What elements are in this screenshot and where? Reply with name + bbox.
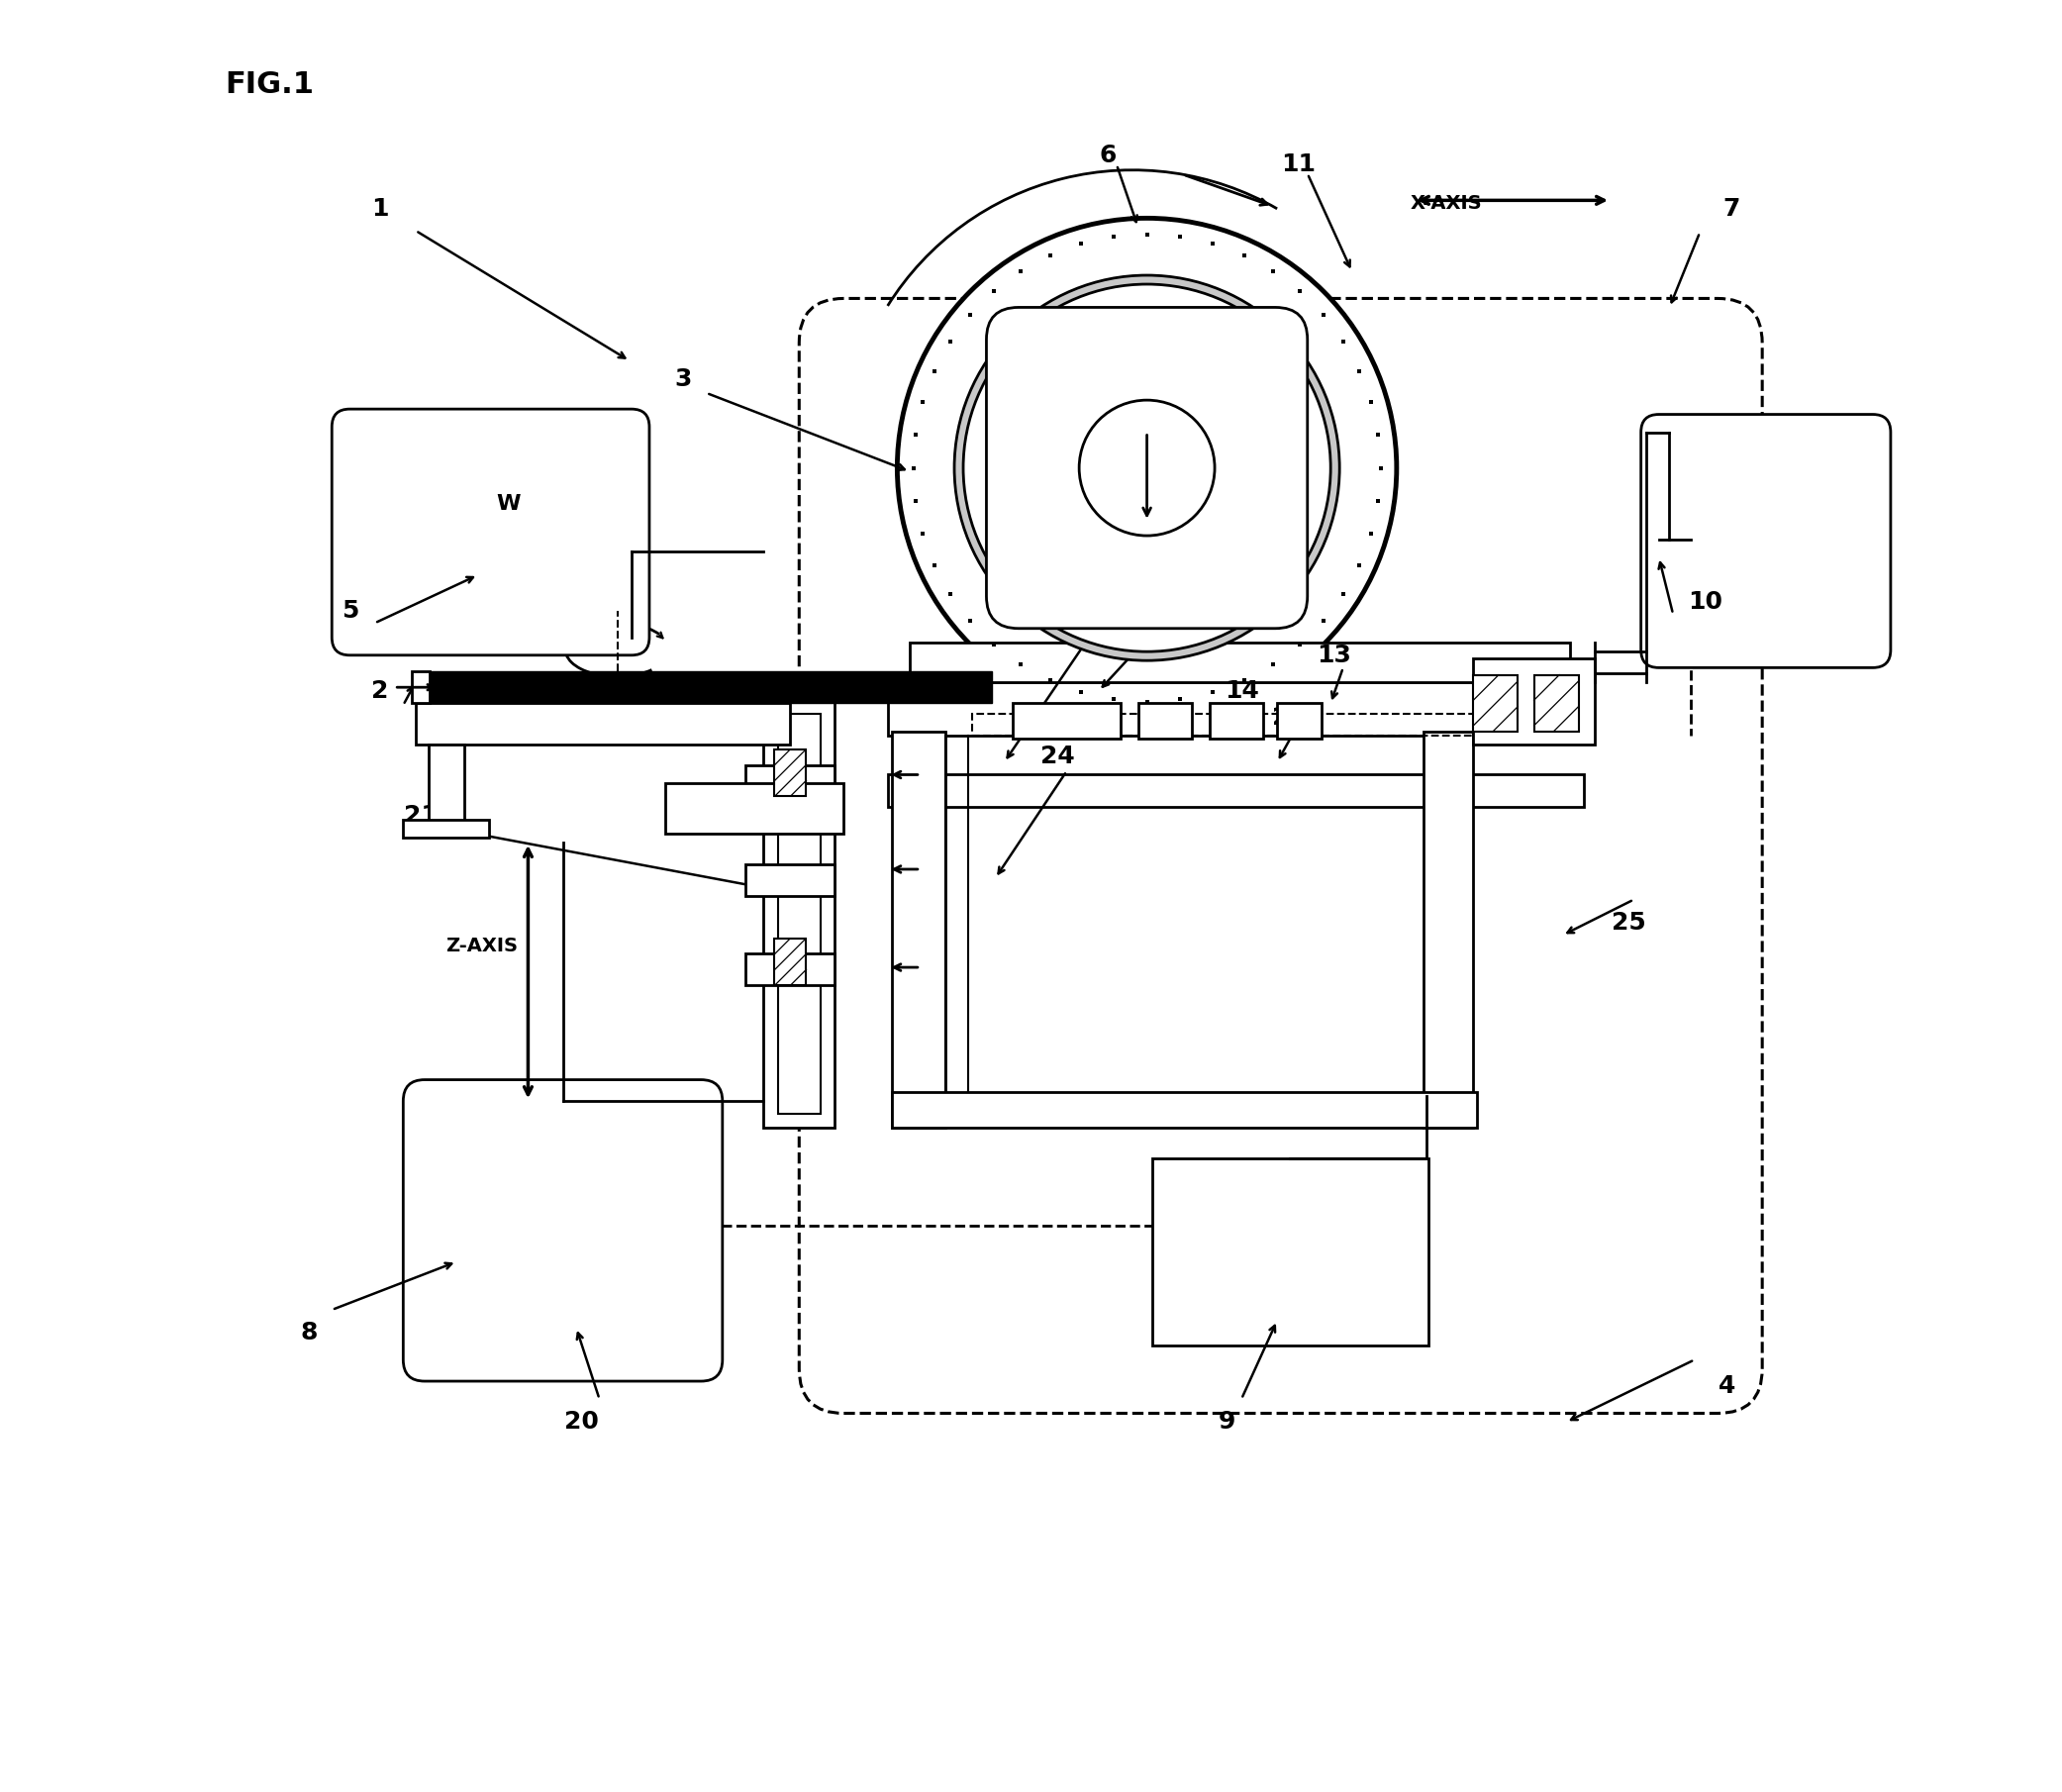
Text: 3: 3 (674, 367, 693, 391)
Bar (889, 774, 1584, 806)
Bar (1423, 731, 1474, 1127)
Bar (763, 701, 835, 1127)
Text: 23: 23 (1272, 706, 1307, 729)
Circle shape (897, 219, 1396, 717)
Text: 25: 25 (1610, 910, 1645, 935)
Text: 4: 4 (1718, 1374, 1734, 1398)
Bar (1208, 702, 1262, 738)
Bar (1012, 702, 1120, 738)
Bar (412, 672, 431, 702)
Bar (1474, 676, 1518, 731)
Bar (417, 702, 790, 744)
Circle shape (955, 276, 1340, 661)
Bar (893, 731, 944, 1127)
Text: 6: 6 (1099, 143, 1116, 168)
Bar (773, 939, 806, 986)
Text: FIG.1: FIG.1 (225, 70, 313, 99)
Bar (746, 765, 835, 797)
Bar (666, 783, 843, 833)
Bar (404, 819, 489, 837)
Bar (1276, 702, 1322, 738)
Text: 13: 13 (1318, 643, 1351, 667)
Text: 22: 22 (1068, 599, 1101, 622)
Circle shape (1078, 400, 1215, 536)
Bar (429, 744, 464, 824)
Text: X-AXIS: X-AXIS (1410, 195, 1483, 213)
FancyBboxPatch shape (332, 409, 650, 656)
Bar (746, 864, 835, 896)
Text: 1: 1 (371, 197, 388, 220)
FancyBboxPatch shape (1641, 414, 1891, 668)
Text: 10: 10 (1689, 590, 1722, 613)
Text: 14: 14 (1225, 679, 1258, 702)
Text: 20: 20 (565, 1410, 598, 1434)
Text: W: W (497, 493, 520, 514)
FancyBboxPatch shape (404, 1081, 722, 1382)
Bar (1153, 1158, 1429, 1346)
Bar (889, 683, 1584, 735)
Bar (773, 749, 806, 796)
Text: 8: 8 (301, 1321, 318, 1346)
Bar (777, 713, 821, 1113)
Bar (971, 713, 1481, 735)
Text: 21: 21 (404, 805, 439, 828)
Text: Z-AXIS: Z-AXIS (445, 937, 518, 955)
Text: 7: 7 (1724, 197, 1740, 220)
Text: 5: 5 (340, 599, 359, 622)
Text: 9: 9 (1219, 1410, 1235, 1434)
Bar (1534, 676, 1579, 731)
Bar (421, 672, 992, 702)
Text: 2: 2 (371, 679, 388, 702)
Bar (909, 643, 1569, 683)
Bar (893, 1091, 1476, 1127)
FancyBboxPatch shape (986, 308, 1307, 629)
Bar (1474, 659, 1594, 744)
Bar (1138, 702, 1192, 738)
Text: 24: 24 (1041, 745, 1074, 769)
Text: 11: 11 (1281, 152, 1316, 177)
Text: 12: 12 (1130, 599, 1165, 622)
Circle shape (963, 285, 1330, 652)
Bar (746, 953, 835, 986)
